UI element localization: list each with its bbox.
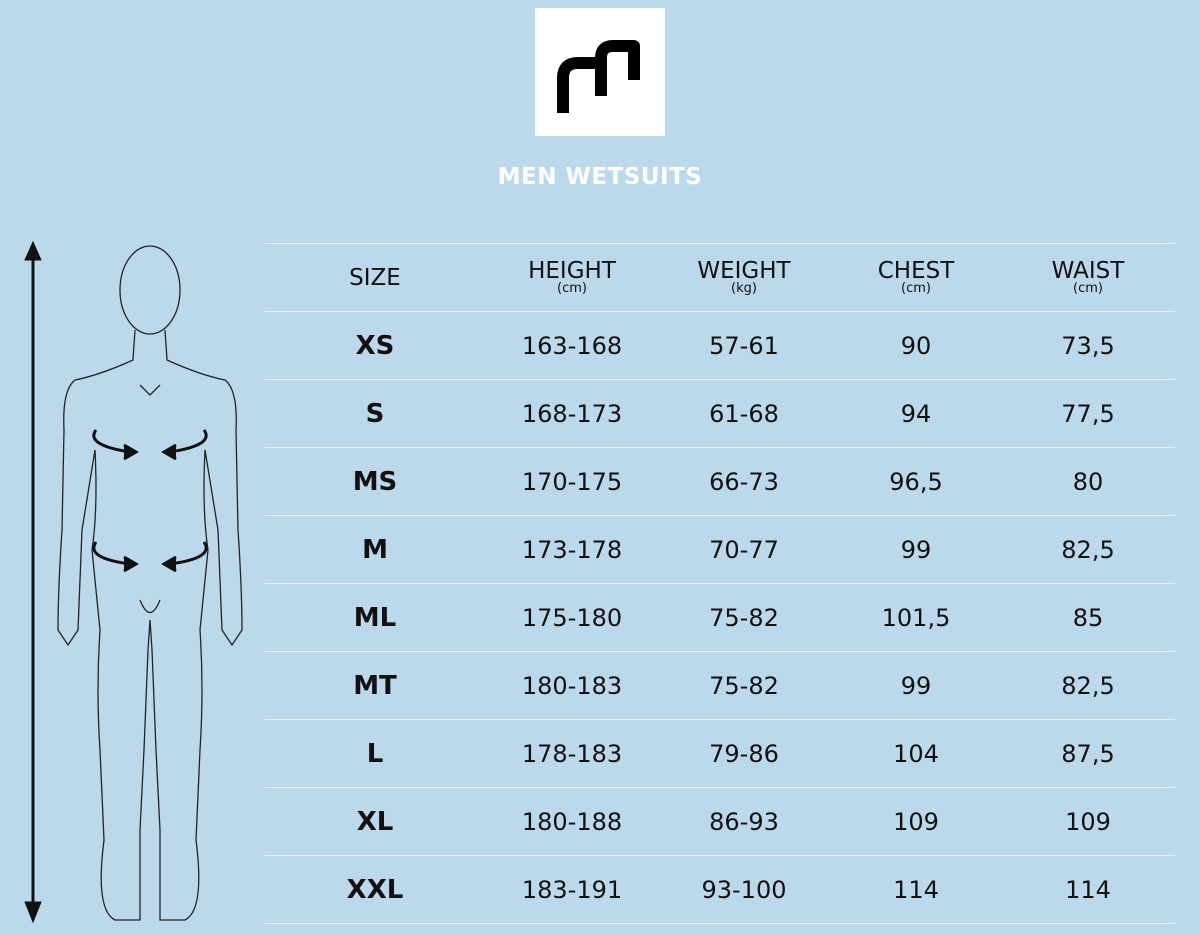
brand-logo	[535, 8, 665, 136]
size-chart-table: SIZE HEIGHT (cm) WEIGHT (kg) CHEST (cm) WAI…	[264, 243, 1175, 924]
cell-chest: 99	[900, 535, 932, 564]
cell-size: MS	[352, 466, 398, 497]
header-unit: (kg)	[731, 280, 757, 296]
header-height: HEIGHT (cm)	[486, 257, 658, 296]
body-measurement-figure	[24, 240, 243, 924]
table-row: ML 175-180 75-82 101,5 85	[264, 584, 1175, 652]
cell-waist: 82,5	[1061, 535, 1115, 564]
cell-height: 180-183	[521, 671, 623, 700]
cell-height: 168-173	[521, 399, 623, 428]
cell-size: S	[365, 398, 385, 429]
header-size: SIZE	[264, 264, 486, 291]
header-chest: CHEST (cm)	[830, 257, 1002, 296]
cell-chest: 114	[893, 875, 939, 904]
cell-waist: 82,5	[1061, 671, 1115, 700]
page-title: MEN WETSUITS	[497, 164, 703, 190]
cell-height: 180-188	[521, 807, 623, 836]
header-label: SIZE	[349, 264, 401, 291]
header-waist: WAIST (cm)	[1002, 257, 1174, 296]
table-row: MS 170-175 66-73 96,5 80	[264, 448, 1175, 516]
cell-waist: 80	[1072, 467, 1104, 496]
table-header-row: SIZE HEIGHT (cm) WEIGHT (kg) CHEST (cm) WAI…	[264, 244, 1175, 312]
cell-weight: 57-61	[709, 331, 779, 360]
table-row: MT 180-183 75-82 99 82,5	[264, 652, 1175, 720]
table-row: L 178-183 79-86 104 87,5	[264, 720, 1175, 788]
table-row: M 173-178 70-77 99 82,5	[264, 516, 1175, 584]
cell-weight: 61-68	[709, 399, 779, 428]
cell-weight: 93-100	[701, 875, 787, 904]
cell-chest: 99	[900, 671, 932, 700]
table-row: XL 180-188 86-93 109 109	[264, 788, 1175, 856]
header-label: HEIGHT	[528, 257, 616, 284]
cell-weight: 75-82	[709, 671, 779, 700]
cell-height: 163-168	[521, 331, 623, 360]
cell-chest: 96,5	[889, 467, 943, 496]
cell-waist: 109	[1065, 807, 1111, 836]
cell-height: 183-191	[521, 875, 623, 904]
cell-waist: 114	[1065, 875, 1111, 904]
cell-waist: 85	[1072, 603, 1104, 632]
cell-chest: 109	[893, 807, 939, 836]
cell-weight: 70-77	[709, 535, 779, 564]
cell-weight: 79-86	[709, 739, 779, 768]
cell-weight: 66-73	[709, 467, 779, 496]
cell-weight: 86-93	[709, 807, 779, 836]
header-label: WEIGHT	[697, 257, 791, 284]
table-row: XS 163-168 57-61 90 73,5	[264, 312, 1175, 380]
cell-height: 170-175	[521, 467, 623, 496]
cell-size: ML	[353, 602, 397, 633]
height-arrow-icon	[24, 240, 42, 924]
waist-arrows-icon	[92, 541, 208, 573]
cell-size: XL	[356, 806, 394, 837]
cell-waist: 73,5	[1061, 331, 1115, 360]
header-label: CHEST	[877, 257, 955, 284]
cell-chest: 104	[893, 739, 939, 768]
cell-size: L	[366, 738, 384, 769]
cell-chest: 101,5	[881, 603, 951, 632]
cell-height: 175-180	[521, 603, 623, 632]
header-unit: (cm)	[1073, 280, 1103, 296]
header-label: WAIST	[1051, 257, 1125, 284]
table-row: S 168-173 61-68 94 77,5	[264, 380, 1175, 448]
logo-m-mark	[557, 40, 640, 113]
table-row: XXL 183-191 93-100 114 114	[264, 856, 1175, 924]
header-unit: (cm)	[901, 280, 931, 296]
cell-size: MT	[353, 670, 397, 701]
cell-waist: 77,5	[1061, 399, 1115, 428]
chest-arrows-icon	[92, 429, 208, 461]
cell-waist: 87,5	[1061, 739, 1115, 768]
header-weight: WEIGHT (kg)	[658, 257, 830, 296]
cell-size: XXL	[346, 874, 404, 905]
cell-height: 173-178	[521, 535, 623, 564]
cell-chest: 94	[900, 399, 932, 428]
header-unit: (cm)	[557, 280, 587, 296]
man-outline-icon	[57, 245, 243, 921]
cell-size: XS	[355, 330, 395, 361]
cell-size: M	[362, 534, 388, 565]
cell-height: 178-183	[521, 739, 623, 768]
cell-weight: 75-82	[709, 603, 779, 632]
cell-chest: 90	[900, 331, 932, 360]
